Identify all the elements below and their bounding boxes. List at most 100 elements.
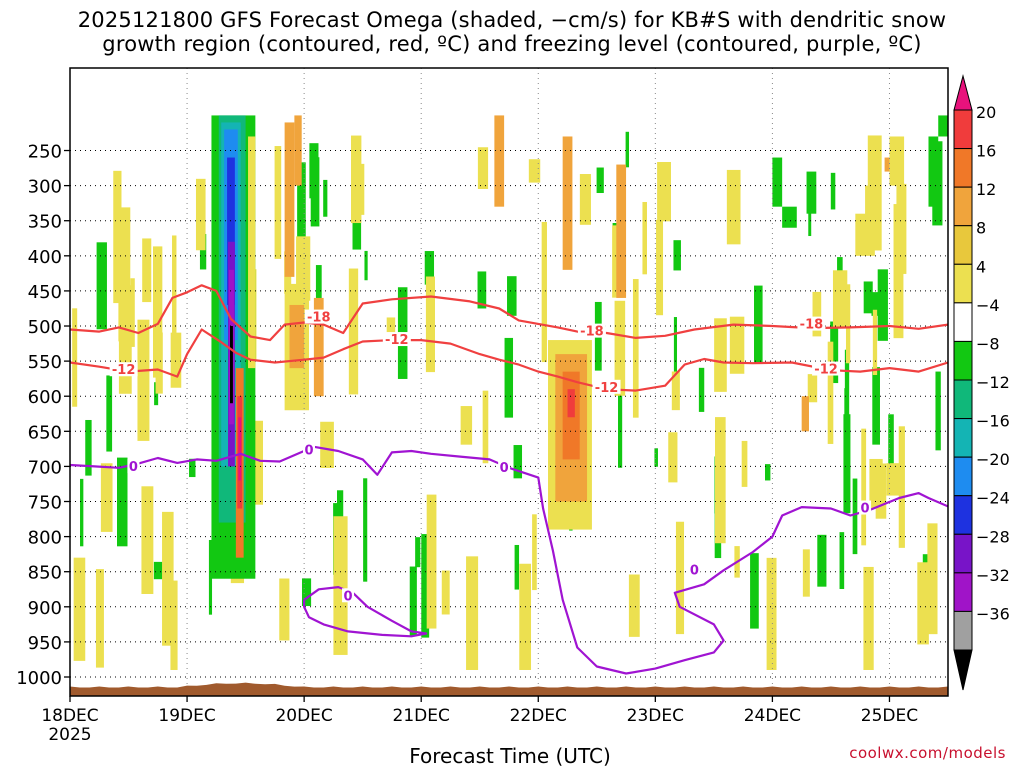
omega-weak-descent-cell xyxy=(863,566,874,670)
omega-weak-ascent-cell xyxy=(323,179,328,217)
omega-weak-descent-cell xyxy=(845,284,851,364)
x-tick-label: 23DEC xyxy=(627,706,684,726)
colorbar-swatch xyxy=(953,456,973,497)
omega-weak-ascent-cell xyxy=(673,240,681,271)
omega-weak-descent-cell xyxy=(726,169,741,245)
omega-weak-descent-cell xyxy=(142,238,152,303)
omega-weak-descent-cell xyxy=(807,374,818,403)
colorbar-top-arrow xyxy=(953,74,973,111)
contour-line xyxy=(303,586,428,638)
contour-label-bg xyxy=(127,459,140,474)
y-tick-label: 800 xyxy=(28,528,62,549)
omega-weak-descent-cell xyxy=(95,569,104,668)
contour-label-bg xyxy=(109,362,138,377)
omega-weak-ascent-cell xyxy=(750,553,759,629)
colorbar-label: −28 xyxy=(976,527,1010,546)
contour-label: -18 xyxy=(307,311,331,326)
omega-weak-descent-cell xyxy=(426,494,437,629)
omega-weak-descent-cell xyxy=(170,332,182,388)
omega-weak-ascent-cell xyxy=(830,172,836,210)
contour-label-bg xyxy=(859,500,872,515)
y-tick-label: 850 xyxy=(28,563,62,584)
omega-weak-descent-cell xyxy=(668,432,678,483)
contour-label-bg xyxy=(812,361,841,376)
omega-weak-descent-cell xyxy=(152,246,163,378)
omega-weak-descent-cell xyxy=(827,341,834,444)
omega-weak-descent-cell xyxy=(113,170,122,304)
y-tick-label: 600 xyxy=(28,387,62,408)
omega-weak-ascent-cell xyxy=(421,534,430,638)
omega-weak-descent-cell xyxy=(348,268,359,395)
contour-label: -18 xyxy=(800,318,824,333)
omega-ascent-19dec-darkblue xyxy=(227,157,235,305)
contour-label: 0 xyxy=(500,461,509,476)
omega-weak-ascent-cell xyxy=(872,367,880,445)
omega-weak-descent-cell xyxy=(632,279,639,418)
colorbar-label: −4 xyxy=(976,296,1000,315)
omega-weak-ascent-cell xyxy=(310,157,320,227)
omega-weak-ascent-cell xyxy=(625,131,630,168)
omega-weak-ascent-cell xyxy=(618,372,623,468)
omega-weak-ascent-cell xyxy=(106,375,113,452)
omega-weak-ascent-cell xyxy=(839,532,845,590)
colorbar-label: −24 xyxy=(976,489,1010,508)
contour-line xyxy=(70,328,948,392)
omega-weak-descent-cell xyxy=(137,319,150,441)
colorbar-swatch xyxy=(953,418,973,458)
omega-weak-ascent-cell xyxy=(782,206,797,228)
omega-weak-descent-cell xyxy=(802,549,810,597)
contour-label-bg xyxy=(303,442,316,457)
y-tick-label: 400 xyxy=(28,247,62,268)
omega-weak-ascent-cell xyxy=(409,566,417,636)
omega-weak-ascent-cell xyxy=(364,250,368,281)
omega-weak-descent-cell xyxy=(812,291,822,337)
x-tick-year-label: 2025 xyxy=(48,725,91,745)
chart-title-line-2: growth region (contoured, red, ºC) and f… xyxy=(102,32,922,56)
omega-weak-descent-cell xyxy=(893,204,904,339)
colorbar-label: −32 xyxy=(976,566,1010,585)
omega-weak-ascent-cell xyxy=(513,445,523,479)
omega-weak-descent-cell xyxy=(832,270,848,328)
chart-title-line-1: 2025121800 GFS Forecast Omega (shaded, −… xyxy=(77,8,947,32)
y-tick-label: 350 xyxy=(28,212,62,233)
omega-weak-descent-cell xyxy=(729,316,745,374)
omega-weak-ascent-cell xyxy=(297,162,306,262)
omega-weak-ascent-cell xyxy=(843,414,851,514)
omega-moderate-descent-cell xyxy=(616,164,627,298)
colorbar-label: −36 xyxy=(976,604,1010,623)
omega-moderate-descent-cell xyxy=(313,297,324,397)
omega-descent-20dec-tan xyxy=(289,304,305,369)
x-tick-label: 21DEC xyxy=(393,706,450,726)
omega-weak-ascent-cell xyxy=(673,317,678,372)
contour-label: 0 xyxy=(861,502,870,517)
contour-label: -12 xyxy=(814,363,838,378)
omega-weak-descent-cell xyxy=(519,563,532,670)
contour-label: -12 xyxy=(595,381,619,396)
contour-label: 0 xyxy=(129,460,138,475)
omega-weak-ascent-cell xyxy=(85,419,92,476)
omega-weak-ascent-cell xyxy=(415,537,421,568)
omega-weak-ascent-cell xyxy=(772,157,783,207)
colorbar-swatch xyxy=(953,340,973,381)
x-tick-label: 18DEC xyxy=(41,706,98,726)
omega-weak-descent-cell xyxy=(671,371,680,411)
omega-weak-descent-cell xyxy=(441,570,450,615)
omega-weak-descent-cell xyxy=(741,440,748,487)
colorbar-label: 4 xyxy=(976,257,986,276)
omega-weak-ascent-cell xyxy=(363,478,368,582)
omega-weak-descent-cell xyxy=(482,390,489,464)
omega-ascent-19dec-core xyxy=(229,326,233,404)
omega-moderate-descent-cell xyxy=(801,396,809,432)
omega-weak-descent-cell xyxy=(279,578,290,641)
omega-weak-ascent-cell xyxy=(764,464,771,481)
contour-label: 0 xyxy=(304,443,313,458)
omega-weak-descent-cell xyxy=(642,201,647,275)
omega-weak-descent-cell xyxy=(130,278,135,347)
colorbar-label: −20 xyxy=(976,450,1010,469)
omega-weak-descent-cell xyxy=(195,178,206,251)
contour-label-bg xyxy=(688,562,701,577)
omega-weak-descent-cell xyxy=(656,219,664,316)
omega-weak-descent-cell xyxy=(917,562,929,645)
y-tick-label: 700 xyxy=(28,457,62,478)
